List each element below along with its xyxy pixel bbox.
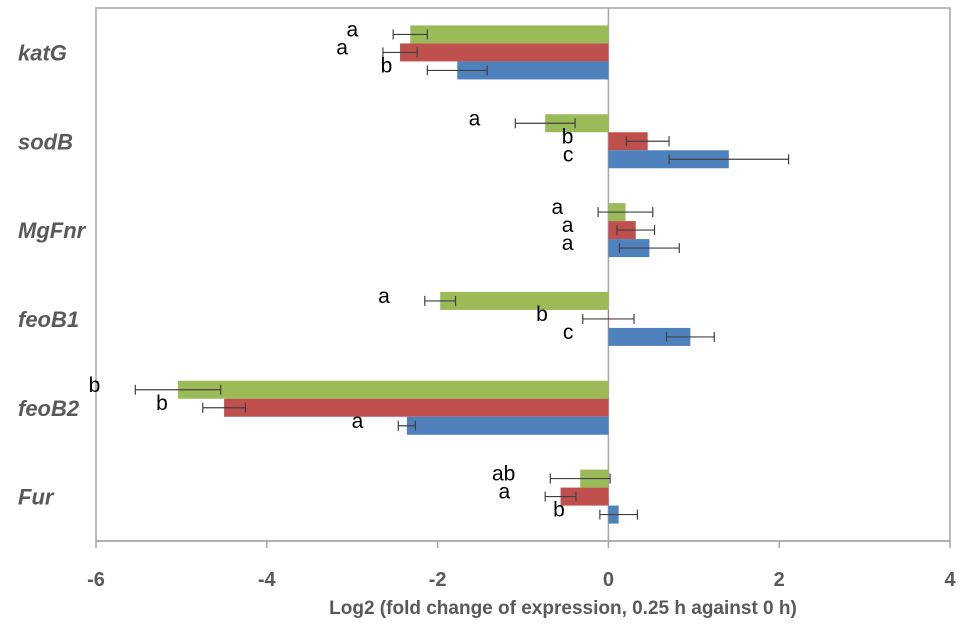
bar (560, 487, 609, 506)
category-label: katG (18, 40, 67, 65)
significance-label: c (563, 143, 574, 166)
bar (457, 61, 609, 80)
significance-label: c (563, 321, 574, 344)
bar (410, 25, 609, 44)
significance-label: a (336, 36, 348, 59)
category-label: MgFnr (18, 218, 87, 243)
significance-label: a (352, 410, 364, 433)
error-bar (426, 65, 488, 76)
significance-label: b (89, 374, 101, 397)
significance-label: a (469, 107, 481, 130)
x-tick-label: -4 (258, 569, 277, 591)
error-bar (202, 402, 247, 413)
category-labels-layer: katG sodB MgFnr feoB1 feoB2 Fur (18, 40, 87, 509)
significance-label: a (347, 18, 359, 41)
error-bar (668, 154, 790, 165)
x-tick-marks (95, 541, 951, 548)
bar (440, 291, 609, 310)
x-tick-label: -6 (87, 569, 105, 591)
category-label: feoB2 (18, 396, 80, 421)
significance-label: a (562, 214, 574, 237)
error-bar (582, 313, 635, 324)
significance-label: a (378, 285, 390, 308)
error-bar (597, 207, 654, 218)
error-bar (599, 509, 639, 520)
significance-label: b (536, 303, 548, 326)
bar (406, 416, 609, 435)
error-bar (665, 331, 715, 342)
error-bar (392, 29, 428, 40)
error-bar (549, 473, 611, 484)
significance-label: b (562, 125, 574, 148)
bar (608, 327, 691, 346)
x-axis-title: Log2 (fold change of expression, 0.25 h … (329, 598, 797, 619)
category-label: sodB (18, 129, 73, 154)
error-bar (134, 384, 222, 395)
bar (400, 43, 609, 62)
tick-labels-layer: -6 -4 -2 0 2 4 (87, 569, 956, 591)
bar (545, 114, 609, 133)
error-bar (544, 491, 577, 502)
bars-layer (177, 25, 729, 524)
x-tick-label: 0 (603, 569, 614, 591)
significance-label: a (551, 196, 563, 219)
significance-label: a (562, 232, 574, 255)
error-bars-layer (134, 29, 790, 520)
x-tick-label: -2 (429, 569, 447, 591)
error-bar (625, 136, 670, 147)
bar (224, 398, 609, 417)
category-label: Fur (18, 485, 55, 510)
significance-label: b (553, 499, 565, 522)
category-label: feoB1 (18, 307, 79, 332)
error-bar (514, 118, 576, 129)
error-bar (616, 225, 656, 236)
x-tick-label: 2 (774, 569, 785, 591)
error-bar (618, 243, 680, 254)
significance-label: b (156, 392, 168, 415)
bar (177, 380, 609, 399)
x-tick-label: 4 (944, 569, 956, 591)
significance-label: a (499, 481, 511, 504)
error-bar (424, 295, 457, 306)
significance-label: ab (492, 463, 515, 486)
significance-label: b (381, 54, 393, 77)
error-bar (382, 47, 418, 58)
error-bar (397, 420, 416, 431)
plot-area (95, 7, 951, 542)
